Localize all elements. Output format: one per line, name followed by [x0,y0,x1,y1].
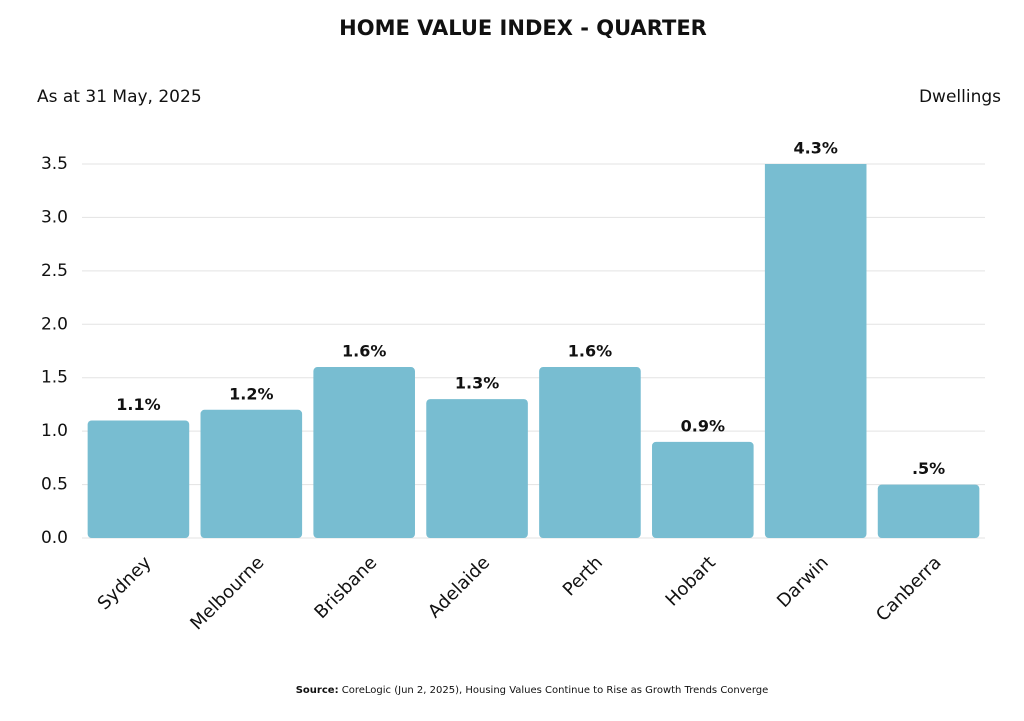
bar [313,367,415,538]
x-tick-label: Brisbane [310,552,381,623]
y-tick-label: 1.0 [41,421,68,441]
x-tick-label: Darwin [773,552,833,612]
value-label: .5% [912,459,945,478]
subtitle-left: As at 31 May, 2025 [37,87,202,107]
source-label: Source: [296,685,339,696]
x-tick-label: Sydney [94,552,156,614]
value-label: 1.1% [116,395,160,414]
source-text: CoreLogic (Jun 2, 2025), Housing Values … [342,685,769,696]
x-tick-label: Canberra [872,552,946,626]
bar [200,409,303,538]
chart-title: HOME VALUE INDEX - QUARTER [339,16,707,40]
bar [87,420,190,538]
value-label: 0.9% [681,416,725,435]
bar [426,399,528,538]
y-tick-label: 3.5 [41,154,68,174]
value-label: 1.3% [455,374,499,393]
bars [87,164,980,538]
bar [539,367,641,538]
value-label: 1.2% [229,384,273,403]
y-tick-label: 1.5 [41,368,68,388]
subtitle-right: Dwellings [919,87,1001,107]
value-label: 1.6% [342,342,386,361]
value-label: 1.6% [568,342,612,361]
bar [652,441,754,538]
source: Source: CoreLogic (Jun 2, 2025), Housing… [296,685,769,696]
y-tick-label: 2.0 [41,314,68,334]
y-tick-label: 0.5 [41,475,68,495]
x-tick-label: Melbourne [186,552,268,634]
x-tick-label: Perth [559,552,607,600]
y-tick-label: 2.5 [41,261,68,281]
x-tick-label: Adelaide [424,552,494,622]
x-tick-label: Hobart [662,552,720,610]
bar [877,484,980,538]
bar [764,164,867,538]
y-tick-label: 0.0 [41,528,68,548]
y-tick-label: 3.0 [41,207,68,227]
value-label: 4.3% [794,139,838,158]
